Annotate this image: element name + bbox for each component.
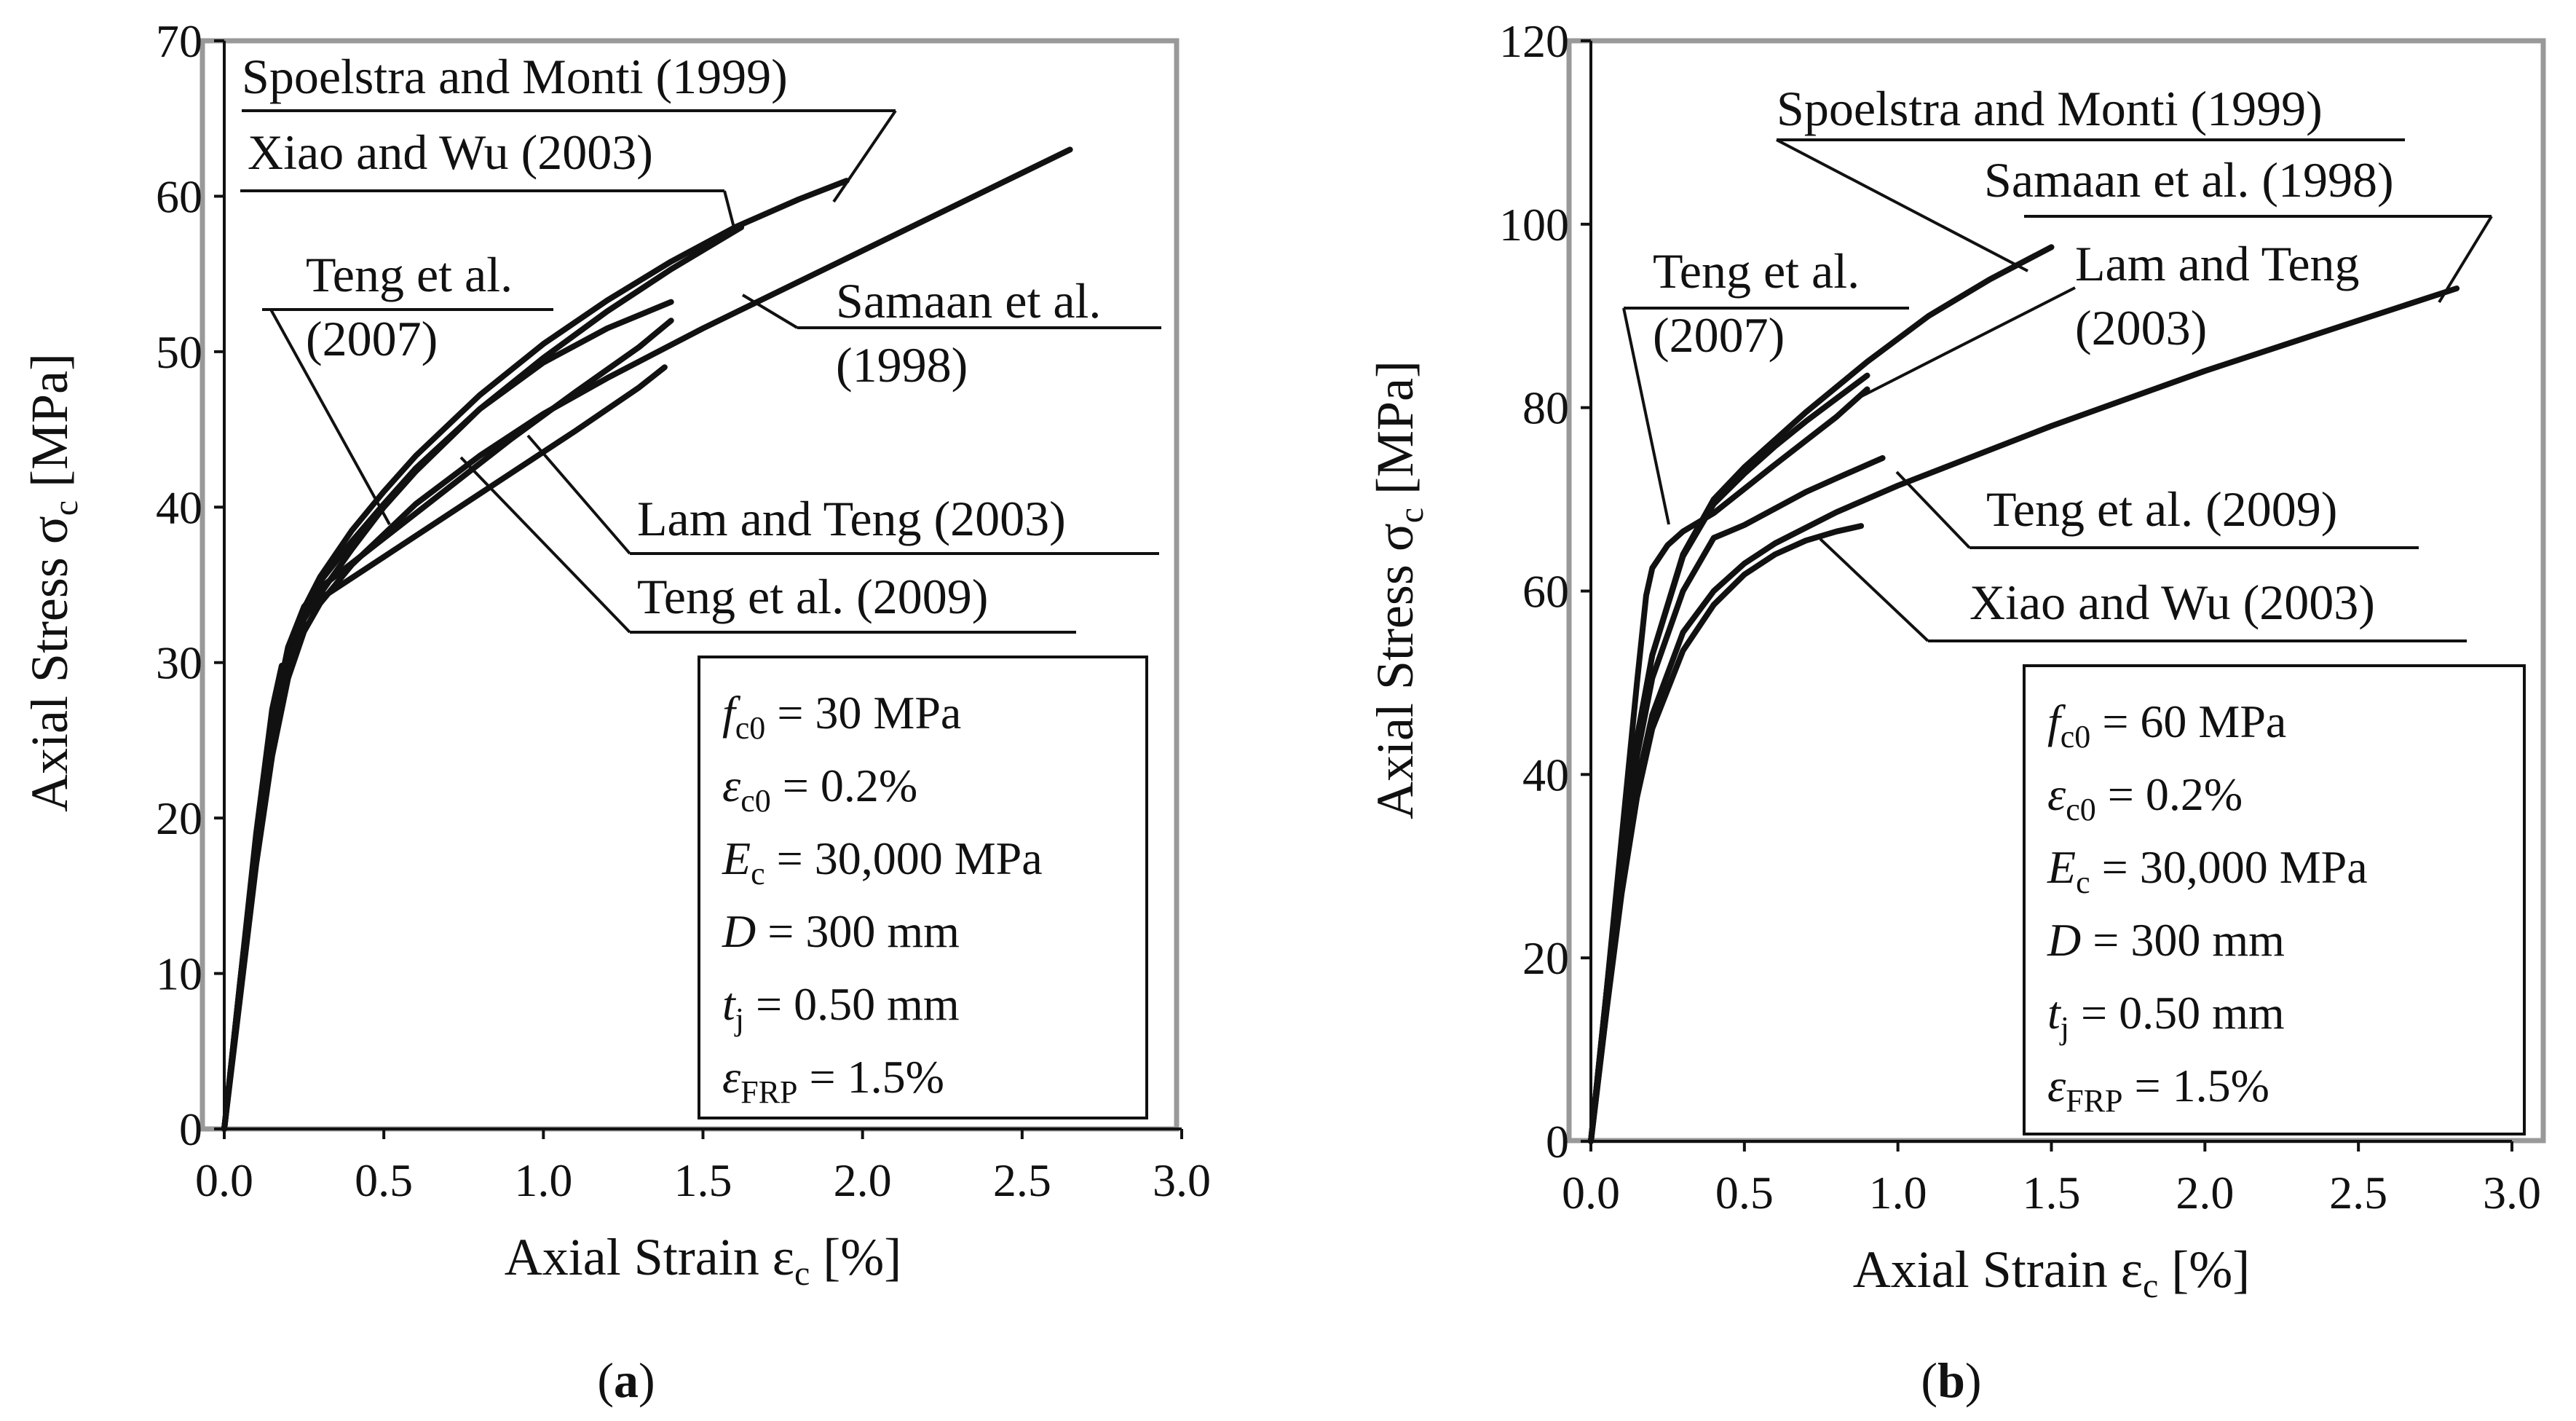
annotation-label: Spoelstra and Monti (1999) [1777,81,2323,136]
y-tick-label: 0 [179,1103,202,1155]
series-line [221,299,674,1132]
parameter-line: fc0 = 60 MPa [2047,696,2286,755]
x-tick-label: 0.0 [1562,1167,1620,1219]
parameter-line: εc0 = 0.2% [2047,768,2243,827]
y-tick-label: 60 [156,170,202,222]
parameter-line: D = 300 mm [2047,914,2285,966]
parameter-line: εc0 = 0.2% [722,760,917,819]
x-axis-label: Axial Strain εc [%] [1853,1240,2250,1305]
y-tick-label: 70 [156,15,202,67]
parameter-line: tj = 0.50 mm [722,978,960,1037]
annotation-leader [269,309,391,525]
annotation-leader [723,190,737,234]
y-axis-label: Axial Stress σc [MPa] [20,353,85,812]
chart-panel-b: 0 20 40 60 80 100 120 0.0 0.5 1.0 1.5 2.0 2.5 3.0 Axia… [1366,15,2546,1408]
annotation-leader [1860,286,2076,398]
x-tick-label: 3.0 [2483,1167,2541,1219]
parameter-line: εFRP = 1.5% [2047,1060,2269,1119]
annotation-leader [832,109,897,203]
parameter-line: D = 300 mm [722,905,960,957]
x-tick-label: 0.5 [355,1154,413,1206]
annotation-label: Lam and Teng [2075,236,2360,291]
y-tick-label: 120 [1499,15,1569,67]
annotation-label: Lam and Teng (2003) [637,491,1066,546]
y-tick-label: 100 [1499,199,1569,251]
x-tick-label: 1.5 [674,1154,732,1206]
y-tick-label: 80 [1522,382,1569,434]
y-tick-label: 60 [1522,566,1569,618]
annotation-label: Xiao and Wu (2003) [1969,575,2375,630]
x-tick-label: 0.5 [1715,1167,1774,1219]
panel-caption: (a) [597,1353,655,1408]
y-tick-label: 40 [1522,749,1569,800]
x-tick-label: 1.0 [1869,1167,1927,1219]
y-tick-label: 20 [156,792,202,844]
series-line [221,224,745,1132]
x-tick-label: 2.0 [2176,1167,2234,1219]
x-tick-label: 3.0 [1153,1154,1211,1206]
annotation-label: (2003) [2075,300,2207,355]
y-tick-label: 30 [156,637,202,689]
y-tick-label: 10 [156,948,202,1000]
parameter-line: Ec = 30,000 MPa [722,832,1043,891]
annotation-label: Xiao and Wu (2003) [248,125,653,180]
annotation-leader [459,456,631,634]
parameter-line: tj = 0.50 mm [2047,987,2285,1046]
annotation-label: Samaan et al. [836,273,1101,328]
annotation-label: Teng et al. [306,247,513,302]
annotation-leader [741,294,799,329]
annotation-label: (1998) [836,337,968,393]
y-tick-label: 50 [156,326,202,378]
x-tick-label: 0.0 [195,1154,253,1206]
annotation-leader [2438,215,2493,304]
chart-panel-a: 0 10 20 30 40 50 60 70 0.0 0.5 1.0 1.5 2.0 2.5 3.0 Axia… [20,15,1211,1408]
annotation-leader [526,434,631,555]
annotation-label: Samaan et al. (1998) [1984,152,2394,208]
annotation-label: (2007) [1653,307,1785,363]
y-tick-label: 20 [1522,932,1569,984]
parameters-box [698,656,1148,1119]
x-tick-label: 2.0 [834,1154,892,1206]
x-tick-label: 2.5 [2329,1167,2387,1219]
parameters-box [2023,664,2526,1135]
panel-caption: (b) [1921,1353,1981,1408]
annotation-label: Spoelstra and Monti (1999) [242,49,788,104]
annotation-label: Teng et al. (2009) [1986,481,2337,537]
series-line [1588,523,1865,1144]
annotation-leader [1819,538,1929,642]
x-tick-label: 1.5 [2023,1167,2081,1219]
parameter-line: Ec = 30,000 MPa [2047,841,2368,900]
annotation-leader [1895,471,1971,549]
annotation-label: Teng et al. [1653,243,1860,299]
annotation-label: (2007) [306,311,438,366]
x-tick-label: 2.5 [993,1154,1051,1206]
y-tick-label: 0 [1546,1116,1569,1168]
annotation-leader [1776,138,2028,272]
x-axis-label: Axial Strain εc [%] [505,1228,901,1293]
annotation-label: Teng et al. (2009) [637,569,988,624]
annotation-leader [1622,307,1670,525]
x-tick-label: 1.0 [514,1154,572,1206]
y-tick-label: 40 [156,481,202,533]
y-axis-label: Axial Stress σc [MPa] [1366,361,1431,819]
series-line [1588,386,1870,1144]
parameter-line: εFRP = 1.5% [722,1051,944,1110]
